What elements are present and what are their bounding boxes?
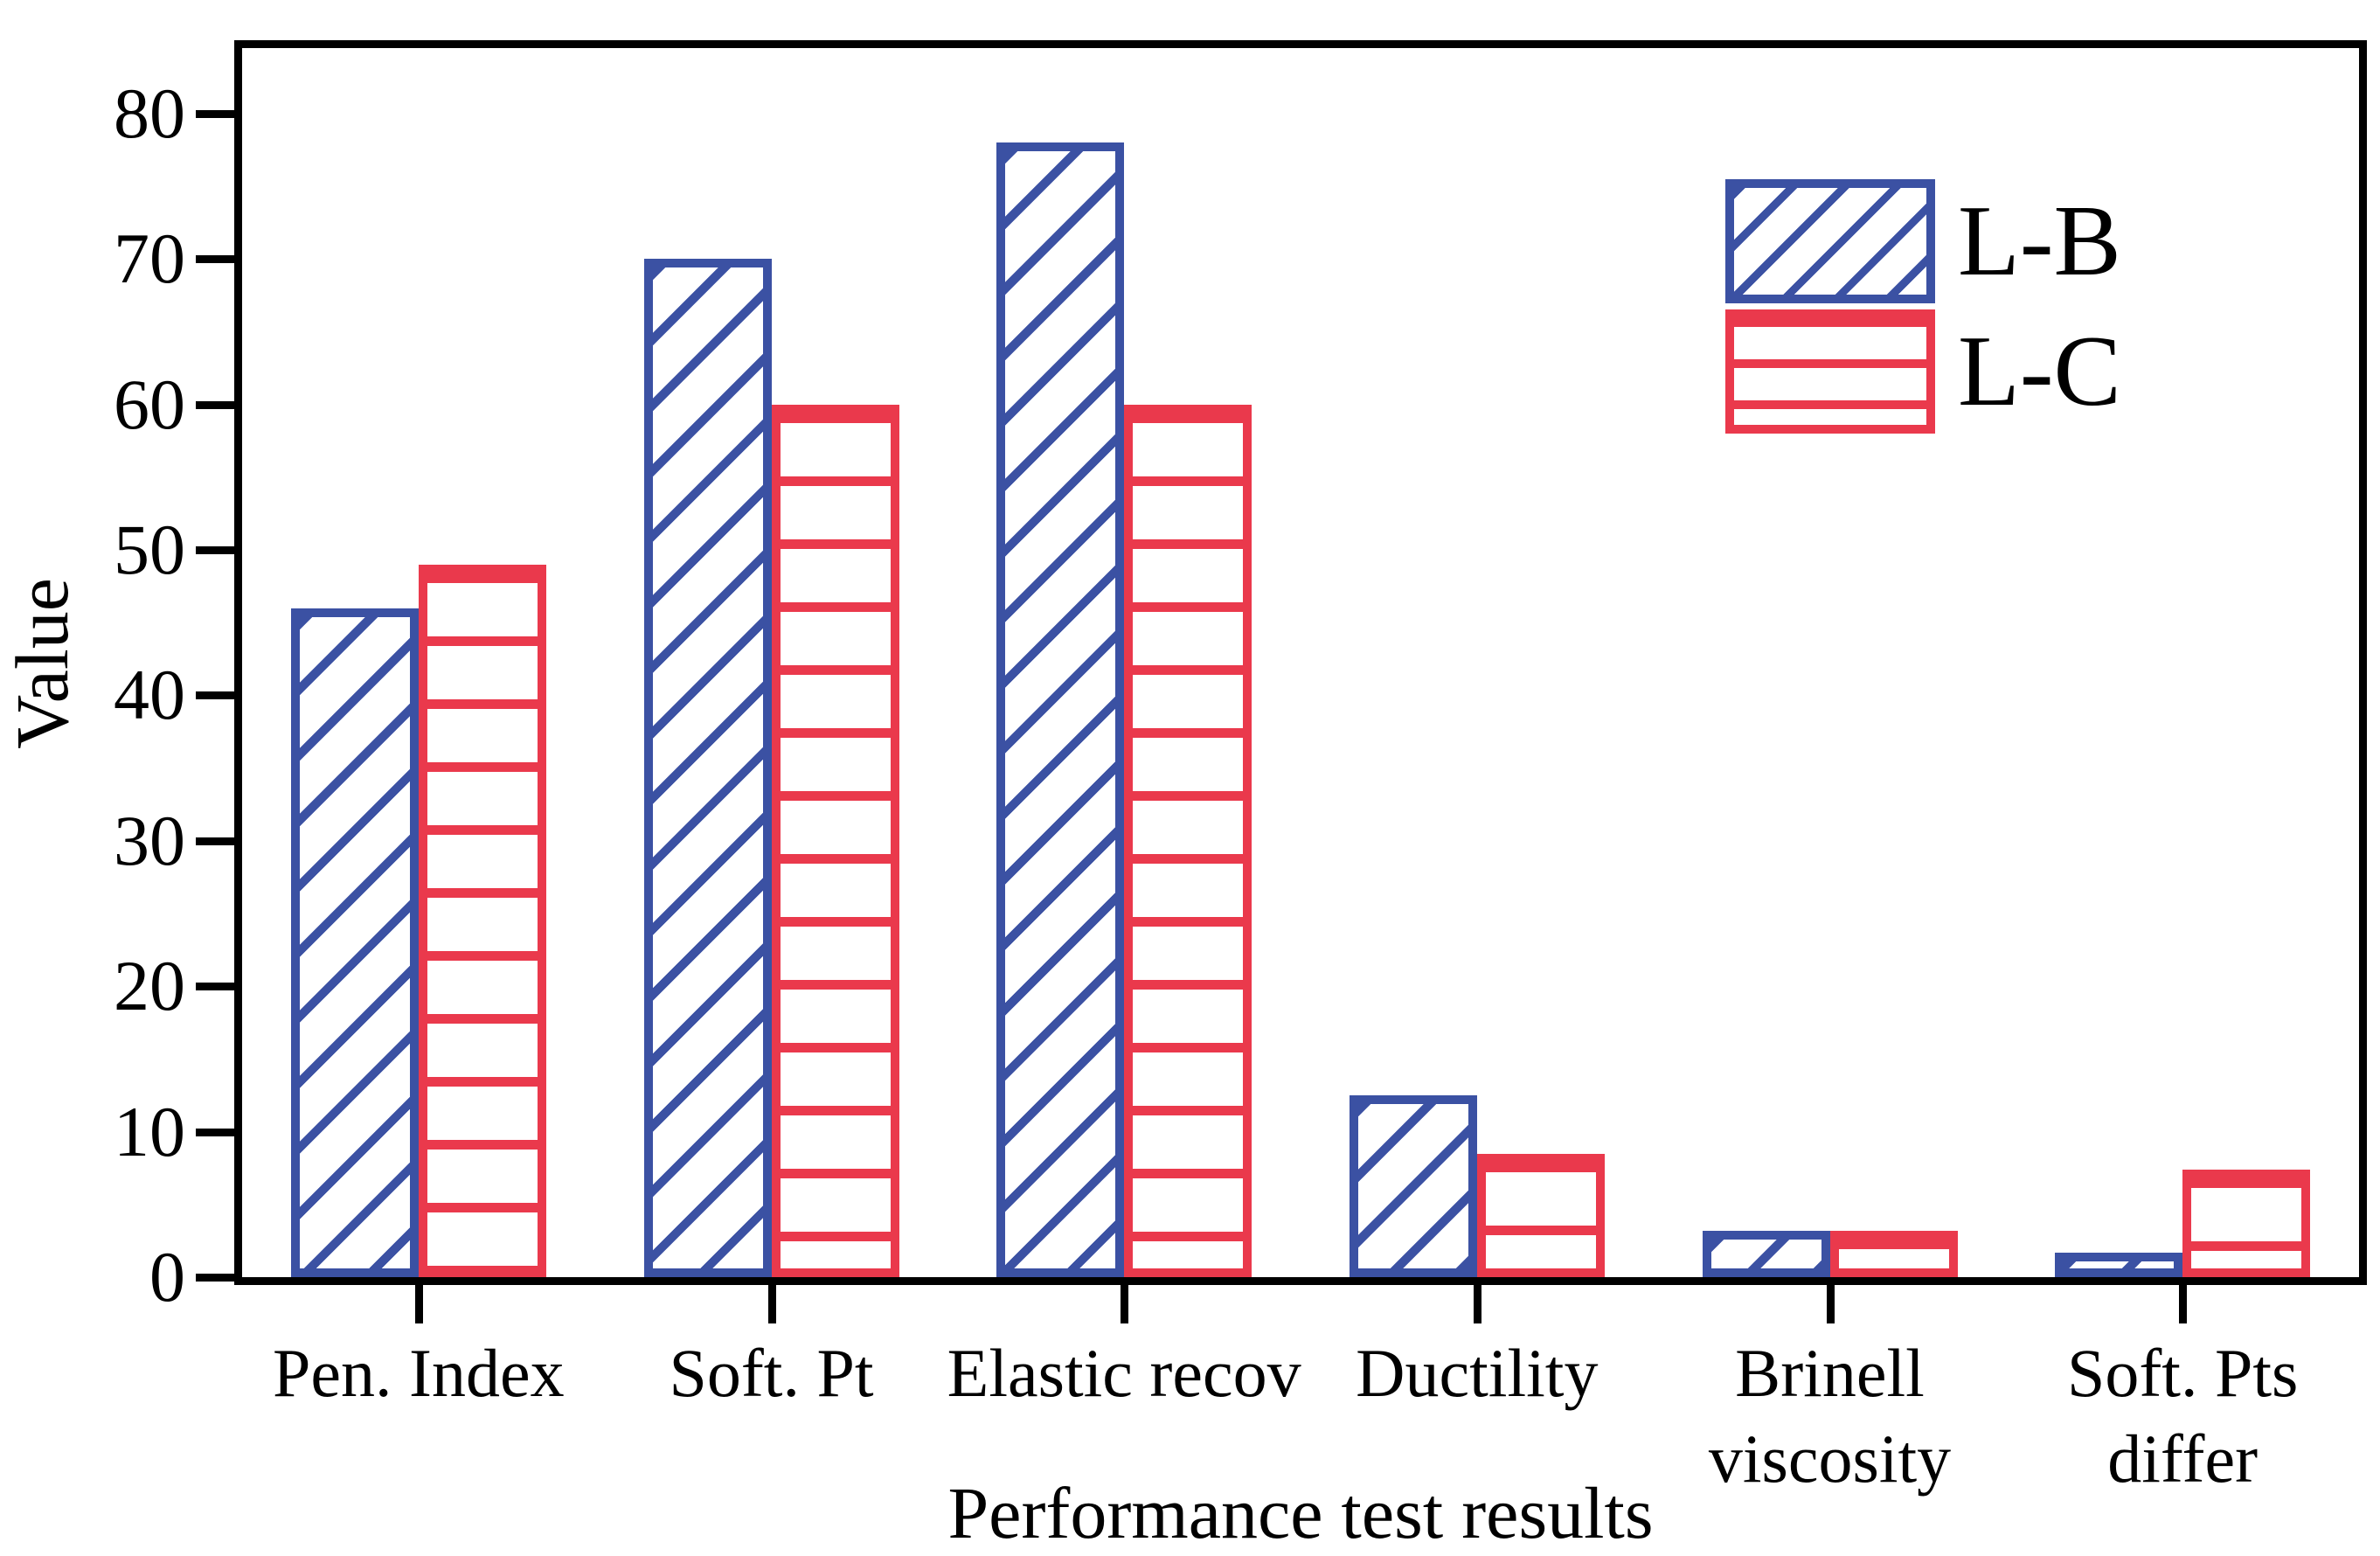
bar-l-b-6 — [2055, 1253, 2182, 1277]
y-axis-tick-label: 30 — [114, 800, 185, 880]
y-axis-tick — [196, 255, 234, 264]
y-axis-tick — [196, 1274, 234, 1282]
bar-l-c-1 — [419, 565, 546, 1277]
bar-l-b-5 — [1703, 1231, 1830, 1277]
legend-label-lb: L-B — [1958, 185, 2121, 297]
x-axis-tick — [767, 1285, 776, 1323]
y-axis-tick — [196, 1128, 234, 1136]
y-axis-tick-label: 60 — [114, 364, 185, 444]
y-axis-tick-label: 20 — [114, 946, 185, 1026]
legend-swatch-diagonal-hatch — [1725, 179, 1935, 303]
y-axis-tick-label: 50 — [114, 510, 185, 590]
x-axis-tick — [2179, 1285, 2188, 1323]
y-axis-tick — [196, 837, 234, 845]
y-axis-tick — [196, 983, 234, 991]
legend: L-B L-C — [1725, 179, 2121, 440]
y-axis-tick-label: 10 — [114, 1091, 185, 1171]
plot-area — [234, 40, 2367, 1285]
bar-l-b-1 — [291, 608, 419, 1277]
y-axis-tick-label: 0 — [149, 1237, 185, 1316]
legend-row-lc: L-C — [1725, 309, 2121, 434]
bar-l-b-4 — [1350, 1095, 1477, 1277]
x-axis-title: Performance test results — [947, 1473, 1654, 1554]
legend-label-lc: L-C — [1958, 316, 2121, 427]
y-axis-tick-label: 80 — [114, 73, 185, 153]
y-axis-tick — [196, 546, 234, 555]
x-axis-tick — [1121, 1285, 1129, 1323]
bar-l-b-3 — [996, 142, 1124, 1277]
legend-swatch-horizontal-hatch — [1725, 309, 1935, 434]
x-axis-category-label: Elastic recov — [947, 1335, 1301, 1411]
x-axis-tick — [1473, 1285, 1481, 1323]
y-axis-tick-label: 40 — [114, 655, 185, 735]
bar-l-c-4 — [1477, 1154, 1605, 1277]
y-axis-title: Value — [0, 578, 84, 749]
y-axis-tick — [196, 691, 234, 700]
x-axis-category-label: Brinell viscosity — [1708, 1335, 1952, 1497]
x-axis-category-label: Soft. Pt — [669, 1335, 874, 1411]
legend-row-lb: L-B — [1725, 179, 2121, 303]
bar-l-c-2 — [772, 405, 899, 1277]
x-axis-category-label: Ductility — [1356, 1335, 1599, 1411]
bar-l-c-6 — [2182, 1170, 2310, 1277]
x-axis-tick — [1826, 1285, 1835, 1323]
y-axis-tick — [196, 109, 234, 118]
bar-l-c-5 — [1830, 1231, 1958, 1277]
x-axis-tick — [414, 1285, 423, 1323]
bar-l-c-3 — [1124, 405, 1252, 1277]
bar-l-b-2 — [644, 259, 772, 1277]
x-axis-category-label: Soft. Pts differ — [2066, 1335, 2299, 1497]
y-axis-tick-label: 70 — [114, 219, 185, 299]
y-axis-tick — [196, 400, 234, 409]
x-axis-category-label: Pen. Index — [273, 1335, 565, 1411]
